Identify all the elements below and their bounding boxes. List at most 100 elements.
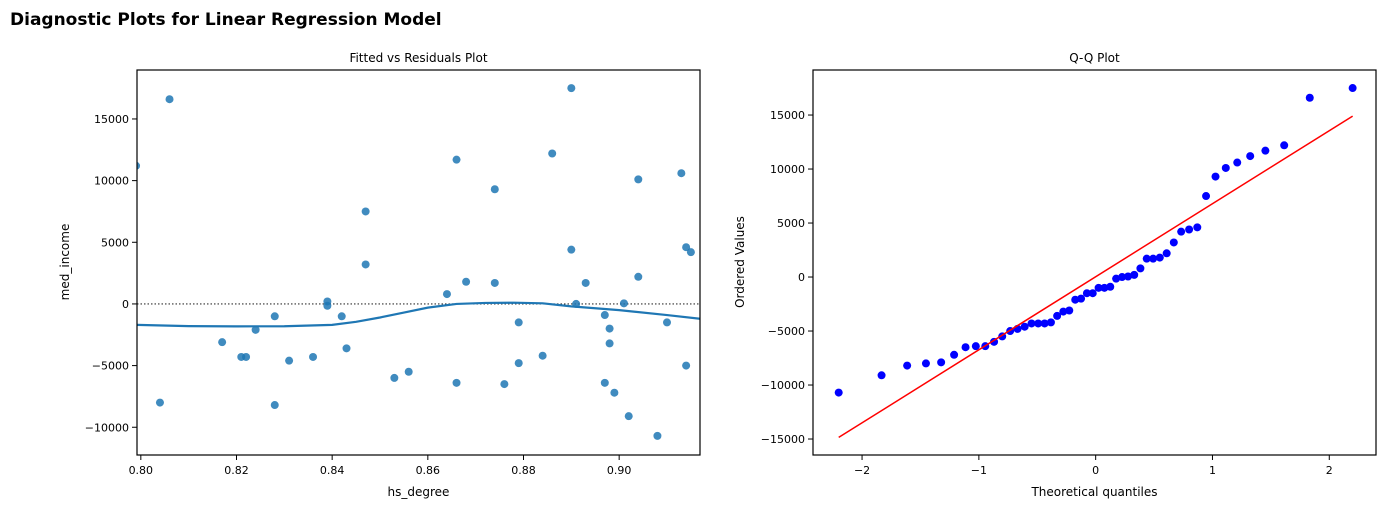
x-tick-label: 0.86: [416, 464, 441, 477]
y-tick-label: −5000: [92, 360, 129, 373]
y-axis-label: med_income: [58, 224, 72, 301]
residual-point: [624, 412, 633, 421]
residual-point: [251, 325, 260, 334]
residual-point: [677, 169, 686, 178]
x-tick-label: 0.90: [607, 464, 632, 477]
residual-point: [242, 352, 251, 361]
y-tick-label: 5000: [101, 236, 129, 249]
qq-point: [1082, 289, 1091, 298]
qq-point: [1059, 307, 1068, 316]
qq-point: [903, 361, 912, 370]
qq-point: [1065, 306, 1074, 315]
residual-point: [605, 339, 614, 348]
qq-point: [1142, 254, 1151, 263]
residual-point: [567, 245, 576, 254]
residual-point: [548, 149, 557, 158]
y-tick-label: −5000: [768, 325, 805, 338]
figure-title: Diagnostic Plots for Linear Regression M…: [10, 10, 442, 30]
lowess-curve: [137, 301, 700, 328]
qq-point: [1094, 283, 1103, 292]
residual-point: [605, 324, 614, 333]
residual-point: [285, 356, 294, 365]
qq-point: [1348, 84, 1357, 93]
x-tick-label: 1: [1209, 464, 1216, 477]
x-tick-label: 0.80: [129, 464, 154, 477]
plot-area: [137, 84, 709, 440]
qq-point: [961, 343, 970, 352]
qq-point: [937, 358, 946, 367]
fitted-vs-residuals-plot: Fitted vs Residuals Plot hs_degree med_i…: [58, 51, 709, 499]
qq-point: [1221, 163, 1230, 172]
residual-point: [581, 278, 590, 287]
qq-point: [1169, 238, 1178, 247]
residual-point: [490, 278, 499, 287]
y-tick-label: 10000: [770, 163, 805, 176]
qq-point: [1118, 273, 1127, 282]
qq-point: [971, 342, 980, 351]
residual-point: [567, 84, 576, 93]
residual-point: [165, 95, 174, 104]
qq-point: [1305, 93, 1314, 102]
residual-point: [323, 301, 332, 310]
residual-point: [662, 318, 671, 327]
residual-point: [701, 397, 709, 405]
residual-point: [155, 398, 164, 407]
y-tick-label: 10000: [94, 175, 129, 188]
y-tick-label: 0: [122, 298, 129, 311]
qq-point: [1077, 294, 1086, 303]
residual-point: [442, 290, 451, 299]
residual-point: [270, 312, 279, 321]
residual-point: [600, 378, 609, 387]
residual-point: [404, 367, 413, 376]
qq-point: [950, 350, 959, 359]
y-tick-label: 5000: [777, 217, 805, 230]
residual-point: [137, 161, 141, 170]
residual-point: [686, 248, 695, 257]
qq-point: [1211, 172, 1220, 181]
residual-point: [452, 378, 461, 387]
residual-point: [462, 277, 471, 286]
qq-point: [1124, 272, 1133, 281]
y-tick-label: 0: [798, 271, 805, 284]
y-tick-label: −10000: [761, 379, 805, 392]
qq-point: [1233, 158, 1242, 167]
residual-point: [337, 312, 346, 321]
x-tick-label: 0.82: [224, 464, 249, 477]
plot-title: Q-Q Plot: [1069, 51, 1120, 65]
qq-plot: Q-Q Plot Theoretical quantiles Ordered V…: [733, 51, 1377, 499]
qq-point: [1193, 223, 1202, 232]
qq-point: [1246, 152, 1255, 161]
residual-point: [600, 311, 609, 320]
residual-point: [390, 373, 399, 382]
qq-point: [1040, 319, 1049, 328]
y-tick-label: 15000: [94, 113, 129, 126]
qq-point: [1130, 270, 1139, 279]
residual-point: [500, 380, 509, 389]
x-tick-label: 0.88: [511, 464, 536, 477]
qq-point: [1149, 254, 1158, 263]
qq-point: [1155, 253, 1164, 262]
y-tick-label: 15000: [770, 109, 805, 122]
residual-point: [619, 299, 628, 308]
qq-point: [921, 359, 930, 368]
x-tick-label: 2: [1326, 464, 1333, 477]
residual-point: [682, 361, 691, 370]
residual-point: [538, 351, 547, 360]
residual-point: [452, 155, 461, 164]
qq-point: [1162, 249, 1171, 258]
axes-frame: [136, 69, 701, 456]
residual-point: [634, 175, 643, 184]
axes-frame: [812, 69, 1377, 456]
qq-point: [1185, 225, 1194, 234]
x-axis-label: Theoretical quantiles: [1030, 485, 1157, 499]
qq-point: [1088, 289, 1097, 298]
plot-area: [834, 84, 1357, 439]
qq-point: [1136, 264, 1145, 273]
residual-point: [361, 260, 370, 269]
qq-point: [1177, 227, 1186, 236]
residual-point: [682, 243, 691, 252]
x-tick-label: −2: [854, 464, 870, 477]
residual-point: [361, 207, 370, 216]
y-axis-label: Ordered Values: [733, 216, 747, 308]
